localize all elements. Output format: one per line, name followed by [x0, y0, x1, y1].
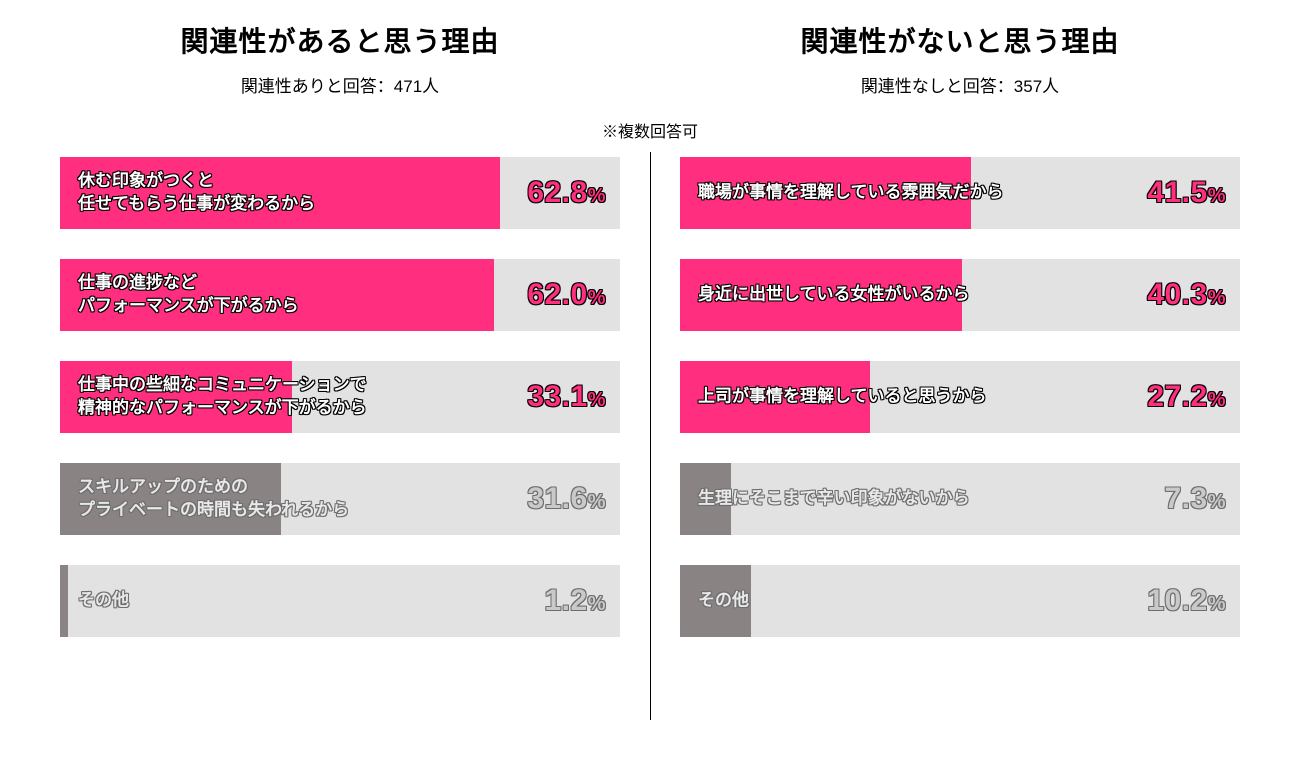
bar-value: 7.3%	[1164, 482, 1226, 516]
percent-sign: %	[588, 491, 606, 513]
left-bars: 休む印象がつくと 任せてもらう仕事が変わるから62.8%仕事の進捗など パフォー…	[60, 157, 620, 637]
left-bar-row: スキルアップのための プライベートの時間も失われるから 31.6%	[60, 463, 620, 535]
left-bar-row: 仕事中の些細なコミュニケーションで 精神的なパフォーマンスが下がるから 33.1%	[60, 361, 620, 433]
right-title: 関連性がないと思う理由	[680, 20, 1240, 60]
left-title: 関連性があると思う理由	[60, 20, 620, 60]
bar-value: 41.5%	[1147, 176, 1226, 210]
bar-value-number: 33.1	[527, 380, 587, 413]
left-bar-row: 仕事の進捗など パフォーマンスが下がるから 62.0%	[60, 259, 620, 331]
percent-sign: %	[1208, 185, 1226, 207]
percent-sign: %	[1208, 389, 1226, 411]
percent-sign: %	[1208, 593, 1226, 615]
bar-label: 上司が事情を理解していると思うから	[698, 386, 987, 409]
left-subtitle: 関連性ありと回答：471人	[60, 72, 620, 97]
percent-sign: %	[588, 287, 606, 309]
left-bar-row: その他 1.2%	[60, 565, 620, 637]
percent-sign: %	[588, 593, 606, 615]
bar-track	[60, 565, 620, 637]
bar-value-number: 1.2	[544, 584, 587, 617]
bar-value: 31.6%	[527, 482, 606, 516]
right-panel: 関連性がないと思う理由 関連性なしと回答：357人 職場が事情を理解している雰囲…	[650, 20, 1240, 730]
right-bar-row: 上司が事情を理解していると思うから 27.2%	[680, 361, 1240, 433]
bar-label: 職場が事情を理解している雰囲気だから	[698, 182, 1004, 205]
bar-label: その他	[78, 590, 129, 613]
bar-fill	[60, 565, 68, 637]
percent-sign: %	[588, 389, 606, 411]
bar-value: 33.1%	[527, 380, 606, 414]
bar-value-number: 10.2	[1147, 584, 1207, 617]
center-divider	[650, 152, 651, 720]
bar-value-number: 27.2	[1147, 380, 1207, 413]
right-subtitle: 関連性なしと回答：357人	[680, 72, 1240, 97]
left-panel: 関連性があると思う理由 関連性ありと回答：471人 休む印象がつくと 任せてもら…	[60, 20, 650, 730]
bar-value: 10.2%	[1147, 584, 1226, 618]
right-bar-row: 生理にそこまで辛い印象がないから 7.3%	[680, 463, 1240, 535]
bar-value: 62.8%	[527, 176, 606, 210]
chart-container: 関連性があると思う理由 関連性ありと回答：471人 休む印象がつくと 任せてもら…	[0, 0, 1300, 760]
right-bar-row: 職場が事情を理解している雰囲気だから 41.5%	[680, 157, 1240, 229]
bar-value: 27.2%	[1147, 380, 1226, 414]
bar-value: 1.2%	[544, 584, 606, 618]
bar-label: 身近に出世している女性がいるから	[698, 284, 970, 307]
percent-sign: %	[1208, 491, 1226, 513]
multi-answer-note: ※複数回答可	[602, 118, 698, 142]
bar-value-number: 7.3	[1164, 482, 1207, 515]
bar-value-number: 40.3	[1147, 278, 1207, 311]
right-bar-row: その他 10.2%	[680, 565, 1240, 637]
bar-label: 仕事中の些細なコミュニケーションで 精神的なパフォーマンスが下がるから	[78, 374, 367, 420]
bar-value-number: 41.5	[1147, 176, 1207, 209]
bar-label: 生理にそこまで辛い印象がないから	[698, 488, 970, 511]
bar-value: 40.3%	[1147, 278, 1226, 312]
bar-value-number: 31.6	[527, 482, 587, 515]
percent-sign: %	[588, 185, 606, 207]
bar-label: 休む印象がつくと 任せてもらう仕事が変わるから	[78, 170, 315, 216]
percent-sign: %	[1208, 287, 1226, 309]
right-bars: 職場が事情を理解している雰囲気だから 41.5% 身近に出世している女性がいるから 4…	[680, 157, 1240, 637]
right-bar-row: 身近に出世している女性がいるから 40.3%	[680, 259, 1240, 331]
bar-label: その他	[698, 590, 749, 613]
bar-value-number: 62.8	[527, 176, 587, 209]
bar-label: スキルアップのための プライベートの時間も失われるから	[78, 476, 349, 522]
bar-label: 仕事の進捗など パフォーマンスが下がるから	[78, 272, 299, 318]
left-bar-row: 休む印象がつくと 任せてもらう仕事が変わるから 62.8%	[60, 157, 620, 229]
bar-value: 62.0%	[527, 278, 606, 312]
bar-value-number: 62.0	[527, 278, 587, 311]
